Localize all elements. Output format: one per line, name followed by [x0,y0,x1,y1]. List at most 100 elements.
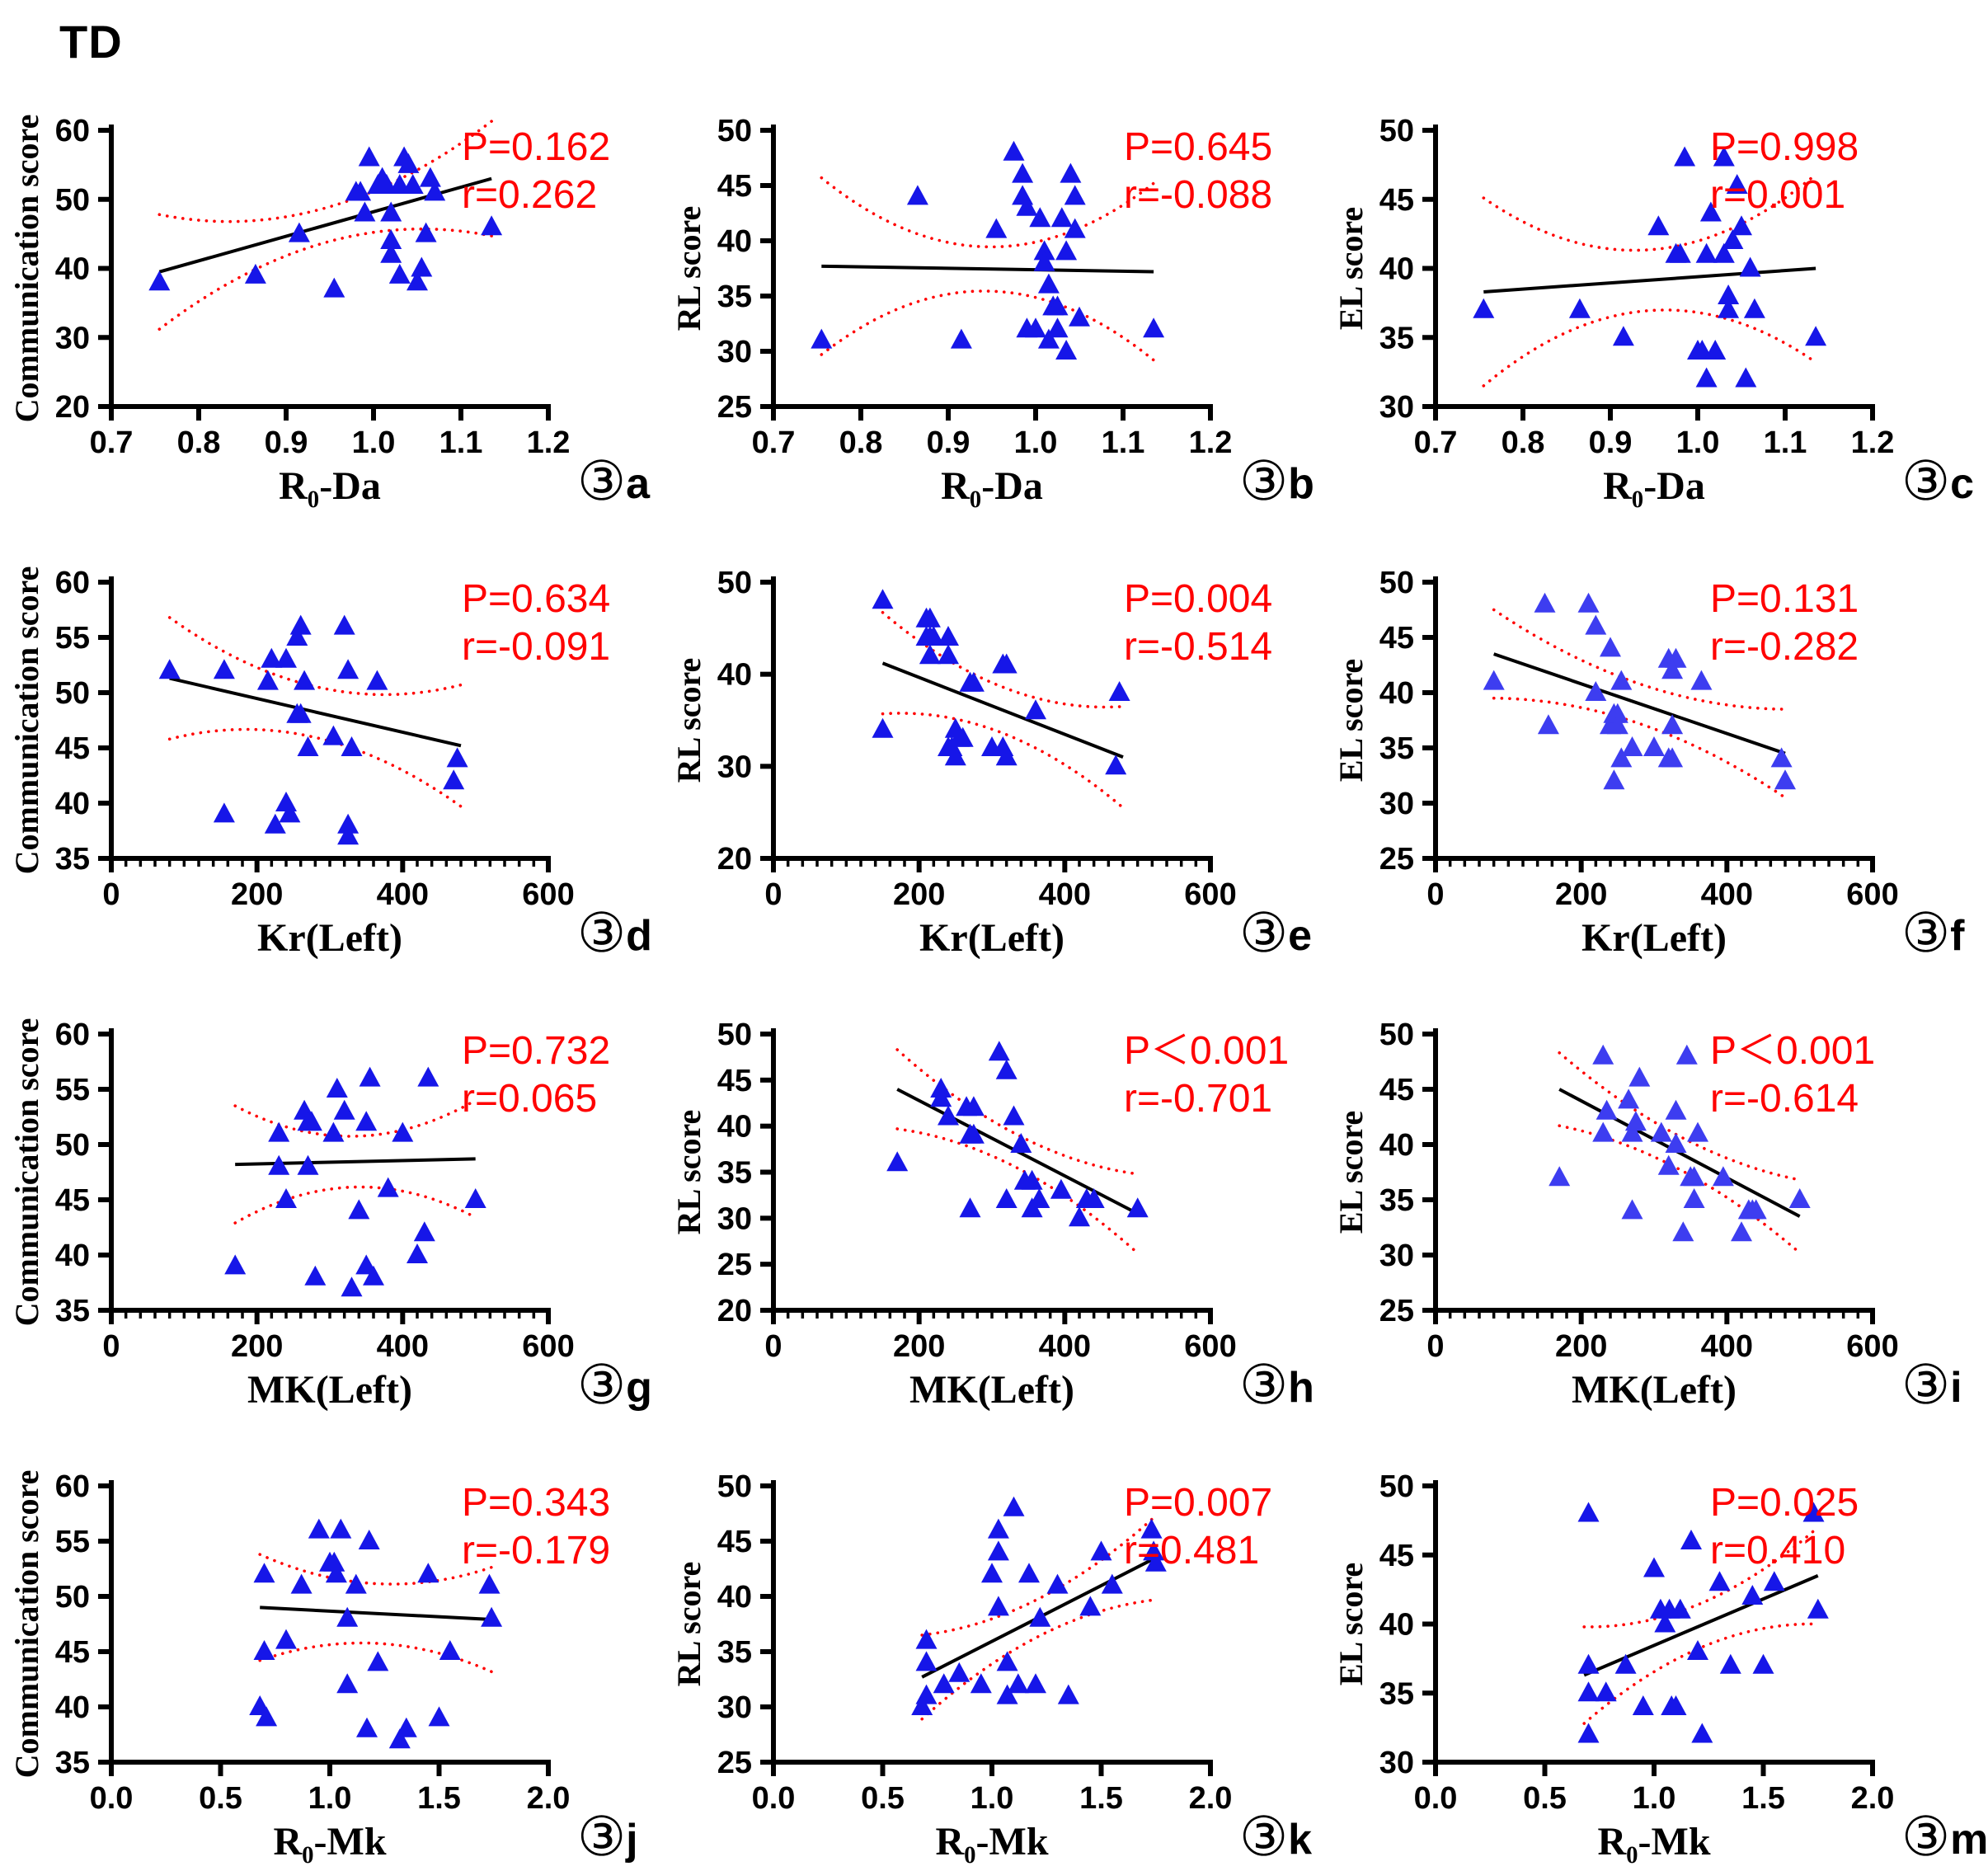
y-axis-title: EL score [1332,207,1370,330]
x-tick-label: 1.1 [1764,425,1807,460]
data-point [985,218,1008,238]
data-point [323,277,345,298]
data-point [996,1651,1018,1671]
panel-label-g: ③g [577,1354,652,1415]
r-value-label: r=0.001 [1710,173,1845,217]
y-tick-label: 30 [717,750,752,784]
x-tick-label: 200 [231,1329,283,1364]
data-point [407,270,428,291]
data-point [996,1684,1018,1704]
data-point [1050,1178,1072,1199]
data-point [1713,242,1735,263]
y-tick-label: 50 [55,1580,90,1615]
x-tick-label: 200 [231,877,283,912]
x-tick-label: 600 [1846,877,1898,912]
p-value-label: P=0.998 [1710,125,1859,169]
y-tick-label: 50 [1379,1018,1414,1052]
x-tick-label: 200 [1555,877,1607,912]
confidence-band-g [233,1098,477,1225]
p-value-label: P=0.732 [462,1029,610,1073]
r-value-label: r=-0.282 [1710,625,1859,669]
ci-upper-curve [167,616,463,697]
data-point [1483,670,1505,690]
x-tick-label: 1.5 [1741,1781,1785,1816]
data-point [415,222,437,242]
data-point [1718,298,1740,318]
data-point [322,725,345,745]
x-tick-label: 0.7 [1414,425,1458,460]
r-value-label: r=-0.614 [1710,1077,1859,1121]
data-point [261,647,283,668]
ci-upper-curve [157,120,493,223]
y-tick-label: 25 [1379,842,1414,877]
data-point [1695,242,1718,263]
data-point [1585,681,1607,701]
scatter-plot-grid: 20 30 40 50 60 0.7 0.8 0.9 1.0 1.1 1.2 P=0.162 r=0.2… [0,64,1988,1871]
data-point [1628,1066,1651,1087]
x-axis-title: MK(Left) [1572,1368,1737,1412]
y-tick-label: 20 [55,390,90,425]
y-tick-label: 40 [717,224,752,259]
x-tick-label: 0 [1426,1329,1444,1364]
data-point [1057,1684,1079,1704]
data-point [1595,1681,1617,1702]
data-point [1592,1121,1614,1142]
data-points-a [148,146,503,298]
data-point [987,1518,1009,1539]
x-tick-label: 0.5 [861,1781,905,1816]
data-points-j [249,1518,503,1749]
data-point [268,1121,290,1142]
data-point [1704,340,1727,360]
data-point [948,1662,971,1682]
data-point [439,1640,461,1660]
r-value-label: r=0.410 [1710,1529,1845,1572]
data-point [256,670,279,690]
data-point [987,1540,1009,1561]
data-point [1143,317,1165,338]
data-point [1025,317,1046,338]
data-point [290,1573,313,1594]
data-point [297,736,319,756]
data-point [330,1518,352,1539]
y-tick-label: 55 [55,621,90,656]
p-value-label: P=0.007 [1124,1481,1272,1525]
x-axis-title: R₀-Mk [273,1820,386,1864]
data-point [411,256,433,277]
p-value-label: P=0.162 [462,125,610,169]
y-tick-label: 60 [55,114,90,148]
panel-c: 30 35 40 45 50 0.7 0.8 0.9 1.0 1.1 1.2 P=0.998 r=0.0… [1324,64,1986,516]
x-tick-label: 600 [1846,1329,1898,1364]
data-point [268,1154,290,1175]
ci-lower-curve [157,227,493,331]
data-point [1731,215,1752,236]
data-points-k [911,1496,1167,1715]
data-point [1708,1571,1731,1591]
data-point [355,1111,378,1131]
y-tick-label: 50 [55,1128,90,1163]
ci-lower-curve [1482,308,1817,388]
data-point [1743,298,1765,318]
data-point [995,653,1017,674]
confidence-band-e [881,611,1125,810]
panel-label-k: ③k [1239,1806,1312,1867]
data-point [1055,340,1078,360]
data-point [446,747,468,768]
y-tick-label: 35 [55,1294,90,1328]
data-point [348,1199,370,1220]
regression-line-e [881,661,1124,759]
data-point [1592,1044,1614,1065]
data-point [930,1087,952,1107]
x-tick-label: 400 [377,1329,429,1364]
data-points-f [1483,592,1796,790]
data-point [326,1078,348,1098]
y-tick-label: 25 [1379,1294,1414,1328]
data-point [275,792,297,811]
data-point [413,1221,435,1242]
ci-upper-curve [1482,172,1817,252]
data-point [354,201,376,222]
data-point [275,1629,297,1649]
r-value-label: r=0.065 [462,1077,597,1121]
ci-lower-curve [167,727,463,808]
y-tick-label: 40 [717,1110,752,1145]
